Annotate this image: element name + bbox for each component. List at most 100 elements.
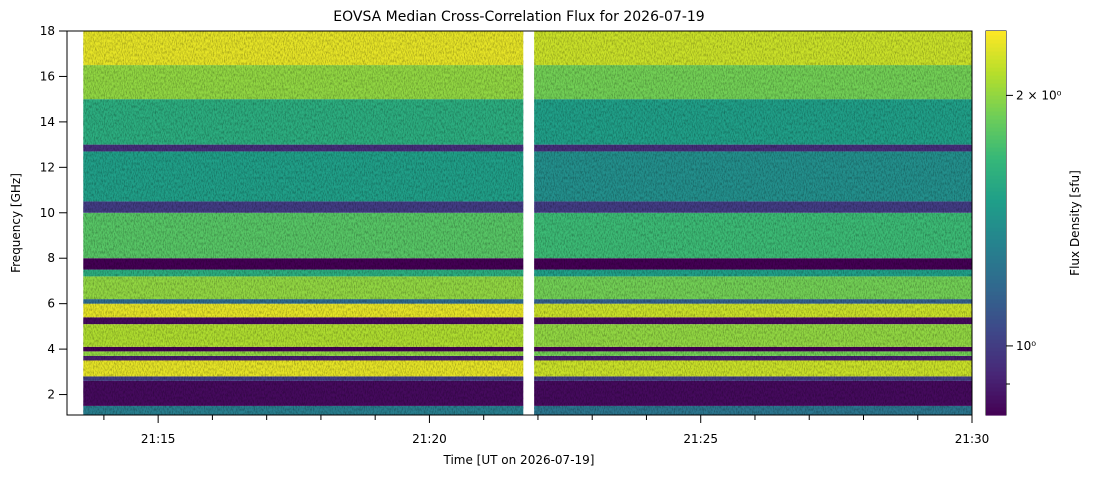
y-axis-label: Frequency [GHz] [9,173,23,273]
colorbar-swatch [986,307,1006,312]
colorbar-swatch [986,147,1006,152]
x-tick-label: 21:30 [955,432,990,446]
colorbar-swatch [986,51,1006,56]
colorbar-swatch [986,395,1006,400]
colorbar-swatch [986,71,1006,76]
colorbar-swatch [986,103,1006,108]
colorbar-swatch [986,195,1006,200]
y-tick-label: 14 [40,115,55,129]
y-tick-label: 16 [40,69,55,83]
colorbar-swatch [986,31,1006,36]
colorbar-swatch [986,171,1006,176]
colorbar-swatch [986,175,1006,180]
colorbar-swatch [986,123,1006,128]
colorbar-swatch [986,231,1006,236]
colorbar-swatch [986,159,1006,164]
colorbar-swatch [986,359,1006,364]
colorbar-swatch [986,383,1006,388]
colorbar-swatch [986,223,1006,228]
colorbar-swatch [986,207,1006,212]
colorbar-swatch [986,279,1006,284]
colorbar-swatch [986,35,1006,40]
colorbar-swatch [986,267,1006,272]
colorbar-tick-label: 2 × 10⁰ [1016,88,1062,102]
colorbar-swatch [986,87,1006,92]
colorbar-swatch [986,131,1006,136]
colorbar-swatch [986,263,1006,268]
colorbar-swatch [986,47,1006,52]
colorbar-swatch [986,275,1006,280]
colorbar-swatch [986,139,1006,144]
colorbar-swatch [986,67,1006,72]
texture-layer [83,31,524,415]
colorbar-swatch [986,151,1006,156]
plot-frame [66,30,973,416]
colorbar-swatch [986,371,1006,376]
colorbar-swatch [986,63,1006,68]
colorbar-swatch [986,355,1006,360]
colorbar-swatch [986,167,1006,172]
colorbar-swatch [986,119,1006,124]
colorbar-swatch [986,59,1006,64]
texture [83,31,972,415]
colorbar-swatch [986,391,1006,396]
colorbar-swatch [986,227,1006,232]
y-tick-label: 12 [40,160,55,174]
colorbar-swatch [986,363,1006,368]
colorbar-swatch [986,155,1006,160]
colorbar-swatch [986,399,1006,404]
colorbar-swatch [986,79,1006,84]
colorbar-swatch [986,387,1006,392]
y-tick-label: 2 [47,388,55,402]
colorbar-swatch [986,247,1006,252]
colorbar-swatch [986,95,1006,100]
colorbar-swatch [986,251,1006,256]
colorbar-label: Flux Density [sfu] [1068,170,1082,276]
colorbar-swatch [986,203,1006,208]
colorbar-swatch [986,107,1006,112]
y-tick-label: 10 [40,206,55,220]
colorbar-swatch [986,379,1006,384]
colorbar-swatch [986,283,1006,288]
colorbar-swatch [986,187,1006,192]
colorbar-swatch [986,343,1006,348]
colorbar-swatch [986,335,1006,340]
colorbar-swatch [986,183,1006,188]
x-tick-label: 21:25 [683,432,718,446]
colorbar-swatch [986,199,1006,204]
colorbar-tick-label: 10⁰ [1016,339,1036,353]
colorbar-swatch [986,127,1006,132]
colorbar-swatch [986,407,1006,412]
colorbar-swatch [986,115,1006,120]
colorbar-swatch [986,259,1006,264]
x-axis-label: Time [UT on 2026-07-19] [443,453,595,467]
colorbar-swatch [986,179,1006,184]
x-tick-label: 21:15 [141,432,176,446]
colorbar-swatch [986,91,1006,96]
colorbar-swatch [986,43,1006,48]
y-tick-label: 6 [47,297,55,311]
colorbar-swatch [986,211,1006,216]
colorbar-swatch [986,291,1006,296]
chart-title: EOVSA Median Cross-Correlation Flux for … [333,9,704,25]
colorbar-swatch [986,135,1006,140]
colorbar-swatch [986,219,1006,224]
y-tick-label: 8 [47,251,55,265]
colorbar-swatch [986,339,1006,344]
colorbar-swatch [986,83,1006,88]
texture-layer [534,31,972,415]
colorbar-swatch [986,55,1006,60]
colorbar-swatch [986,303,1006,308]
colorbar-swatch [986,239,1006,244]
colorbar-swatch [986,315,1006,320]
colorbar-swatch [986,75,1006,80]
colorbar-swatch [986,191,1006,196]
colorbar-swatch [986,143,1006,148]
colorbar-swatch [986,99,1006,104]
y-tick-label: 4 [47,342,55,356]
colorbar-swatch [986,243,1006,248]
colorbar-swatch [986,295,1006,300]
colorbar-swatch [986,347,1006,352]
colorbar-swatch [986,331,1006,336]
